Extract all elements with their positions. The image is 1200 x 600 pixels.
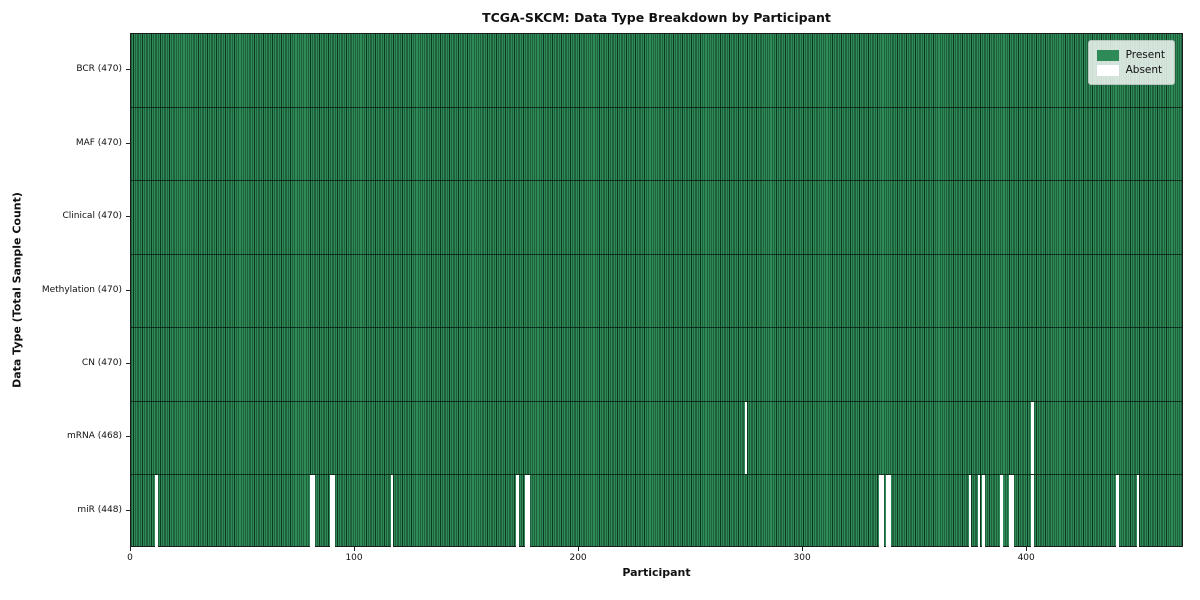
legend: Present Absent [1087,40,1175,85]
absent-stripe-miR-80 [309,475,313,548]
chart-title: TCGA-SKCM: Data Type Breakdown by Partic… [482,10,831,25]
absent-stripe-miR-440 [1116,475,1120,548]
y-tick-mark [126,436,130,438]
absent-stripe-mRNA-274 [744,401,748,475]
absent-stripe-miR-81 [312,475,315,548]
absent-stripe-miR-116 [390,475,394,548]
absent-stripe-miR-378 [977,475,981,548]
row-boundary [131,180,1182,182]
legend-label: Present [1125,49,1165,61]
x-tick-label: 300 [793,553,811,563]
absent-stripe-miR-374 [968,475,972,548]
y-tick-mark [126,69,130,71]
y-tick-mark [126,142,130,144]
y-tick-mark [126,289,130,291]
legend-item-absent: Absent [1096,64,1165,76]
absent-stripe-miR-402 [1031,475,1035,548]
legend-swatch-present [1096,49,1119,61]
absent-stripe-miR-334 [879,475,882,548]
y-tick-label-Methylation: Methylation (470) [41,284,122,295]
plot-area: Present Absent [130,33,1183,548]
legend-label: Absent [1125,64,1163,76]
row-boundary [131,474,1182,476]
absent-stripe-mRNA-402 [1031,401,1035,475]
absent-stripe-miR-338 [887,475,891,548]
x-tick-mark [577,547,579,551]
legend-swatch-absent [1096,64,1119,76]
y-tick-mark [126,216,130,218]
x-tick-label: 200 [569,553,587,563]
absent-stripe-miR-89 [330,475,333,548]
y-tick-label-Clinical: Clinical (470) [62,211,122,222]
absent-stripe-miR-335 [881,475,885,548]
x-axis-label: Participant [622,566,691,579]
x-tick-mark [353,547,355,551]
y-tick-label-CN: CN (470) [81,357,122,368]
x-tick-mark [801,547,803,551]
absent-stripe-miR-90 [332,475,336,548]
legend-item-present: Present [1096,49,1165,61]
absent-stripe-miR-380 [982,475,985,548]
absent-stripe-miR-337 [885,475,889,548]
absent-stripe-miR-392 [1008,475,1012,548]
absent-stripe-miR-388 [999,475,1003,548]
row-boundary [131,106,1182,108]
absent-stripe-miR-11 [155,475,159,548]
absent-stripe-miR-177 [527,475,531,548]
absent-stripe-miR-449 [1136,475,1140,548]
y-tick-label-BCR: BCR (470) [76,64,122,75]
x-tick-label: 400 [1017,553,1035,563]
row-boundary [131,253,1182,255]
y-tick-mark [126,509,130,511]
absent-stripe-miR-172 [516,475,519,548]
absent-stripe-miR-393 [1011,475,1014,548]
x-tick-mark [1025,547,1027,551]
y-tick-label-miR: miR (448) [77,504,122,515]
y-tick-label-mRNA: mRNA (468) [67,431,122,442]
x-tick-mark [129,547,131,551]
y-tick-label-MAF: MAF (470) [75,137,122,148]
x-tick-label: 0 [127,553,133,563]
y-tick-mark [126,362,130,364]
row-boundary [131,400,1182,402]
absent-stripe-miR-176 [525,475,528,548]
x-tick-label: 100 [345,553,363,563]
row-boundary [131,327,1182,329]
